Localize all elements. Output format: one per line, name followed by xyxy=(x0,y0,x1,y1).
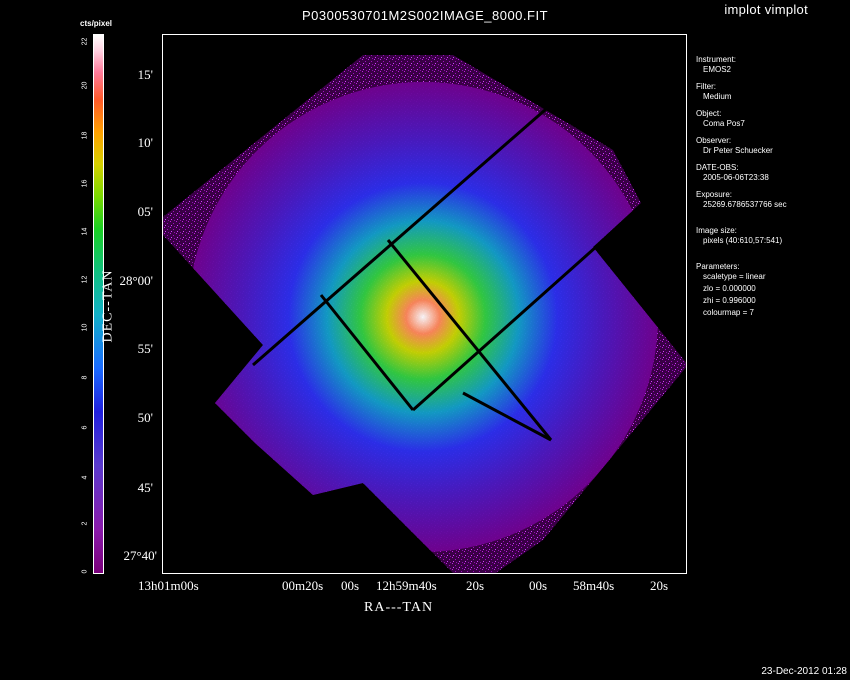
y-axis-label: DEC--TAN xyxy=(100,269,116,343)
filter-value: Medium xyxy=(703,92,732,101)
colorbar-tick: 16 xyxy=(81,179,89,188)
instrument-value: EMOS2 xyxy=(703,65,732,74)
ccd-chip-gaps xyxy=(252,101,686,442)
image-size-label: Image size: xyxy=(696,226,737,235)
colorbar-tick: 10 xyxy=(81,323,89,332)
y-tick: 55' xyxy=(137,341,153,356)
parameters-label: Parameters: xyxy=(696,262,740,271)
colorbar-tick: 12 xyxy=(81,275,89,284)
colorbar-tick: 14 xyxy=(81,227,89,236)
param-zlo: zlo = 0.000000 xyxy=(703,284,756,293)
exposure-value: 25269.6786537766 sec xyxy=(703,200,787,209)
object-value: Coma Pos7 xyxy=(703,119,745,128)
x-tick: 20s xyxy=(650,578,669,593)
x-tick: 58m40s xyxy=(573,578,615,593)
date-obs-value: 2005-06-06T23:38 xyxy=(703,173,769,182)
image-size-value: pixels (40:610,57:541) xyxy=(703,236,783,245)
colorbar-tick: 2 xyxy=(81,521,89,526)
x-tick: 00s xyxy=(529,578,548,593)
x-tick: 13h01m00s xyxy=(138,578,199,593)
colorbar xyxy=(93,34,104,574)
param-scaletype: scaletype = linear xyxy=(703,272,766,281)
colorbar-tick: 0 xyxy=(81,569,89,574)
observer-label: Observer: xyxy=(696,136,732,145)
app-title: implot vimplot xyxy=(724,2,808,17)
colorbar-tick: 20 xyxy=(81,81,89,90)
colorbar-tick: 8 xyxy=(81,375,89,380)
object-label: Object: xyxy=(696,109,722,118)
y-tick: 28°00' xyxy=(119,273,153,288)
colorbar-tick: 22 xyxy=(81,37,89,46)
x-tick: 00m20s xyxy=(282,578,324,593)
y-tick: 15' xyxy=(137,67,153,82)
exposure-label: Exposure: xyxy=(696,190,733,199)
colorbar-tick: 4 xyxy=(81,475,89,480)
image-plot[interactable] xyxy=(162,34,687,574)
x-tick: 12h59m40s xyxy=(376,578,437,593)
colorbar-tick: 18 xyxy=(81,131,89,140)
x-axis-label: RA---TAN xyxy=(364,600,434,615)
timestamp: 23-Dec-2012 01:28 xyxy=(761,666,847,677)
y-tick: 05' xyxy=(137,204,153,219)
field-of-view xyxy=(163,55,686,573)
instrument-label: Instrument: xyxy=(696,55,737,64)
plot-title: P0300530701M2S002IMAGE_8000.FIT xyxy=(301,8,549,23)
y-tick: 27°40' xyxy=(123,548,157,563)
colorbar-tick: 6 xyxy=(81,425,89,430)
colorbar-title: cts/pixel xyxy=(80,19,113,28)
param-colourmap: colourmap = 7 xyxy=(703,308,754,317)
param-zhi: zhi = 0.996000 xyxy=(703,296,756,305)
xray-image xyxy=(163,55,686,573)
y-tick: 10' xyxy=(137,135,153,150)
x-tick: 20s xyxy=(466,578,485,593)
date-obs-label: DATE-OBS: xyxy=(696,163,739,172)
y-tick: 45' xyxy=(137,480,153,495)
filter-label: Filter: xyxy=(696,82,716,91)
x-tick: 00s xyxy=(341,578,360,593)
y-tick: 50' xyxy=(137,410,153,425)
observer-value: Dr Peter Schuecker xyxy=(703,146,773,155)
info-panel: Instrument: EMOS2 Filter: Medium Object:… xyxy=(696,56,846,317)
